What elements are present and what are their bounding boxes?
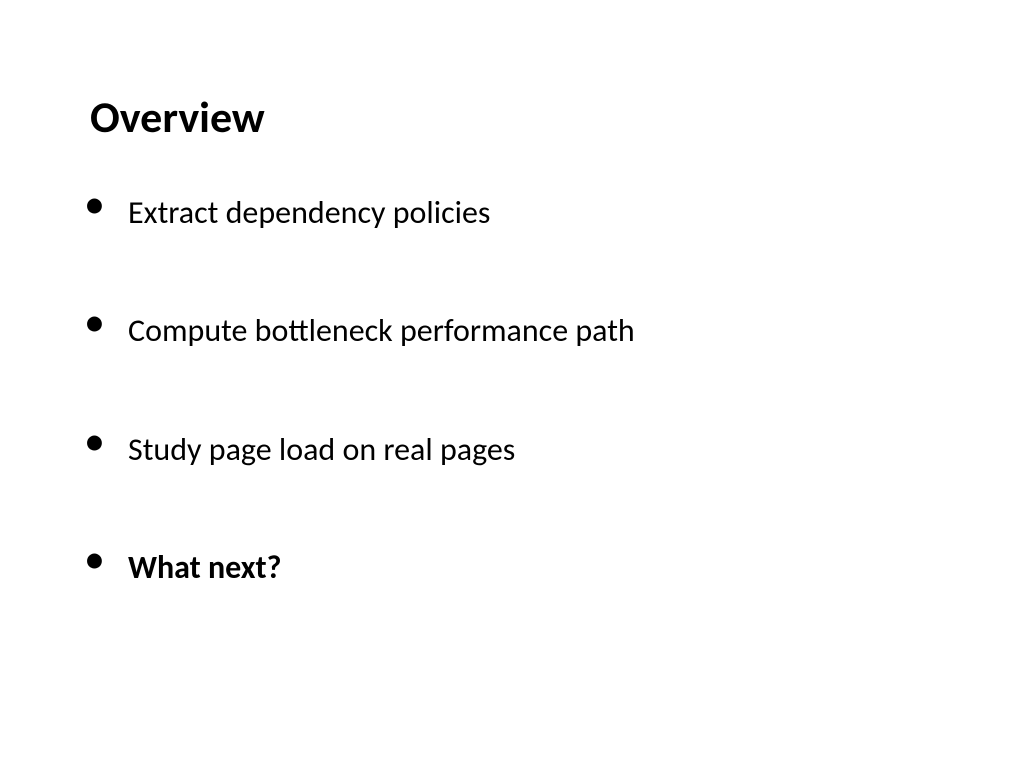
bullet-item: Extract dependency policies [80,194,944,232]
bullet-text: Compute bottleneck performance path [128,311,635,350]
bullet-text: Study page load on real pages [128,430,515,469]
bullet-item: Compute bottleneck performance path [80,312,944,350]
slide-content: Overview Extract dependency policies Com… [0,0,1024,708]
bullet-text: What next? [128,548,281,587]
slide-title: Overview [90,90,944,144]
bullet-text: Extract dependency policies [128,193,490,232]
bullet-list: Extract dependency policies Compute bott… [80,194,944,588]
bullet-item: Study page load on real pages [80,431,944,469]
bullet-item: What next? [80,549,944,587]
